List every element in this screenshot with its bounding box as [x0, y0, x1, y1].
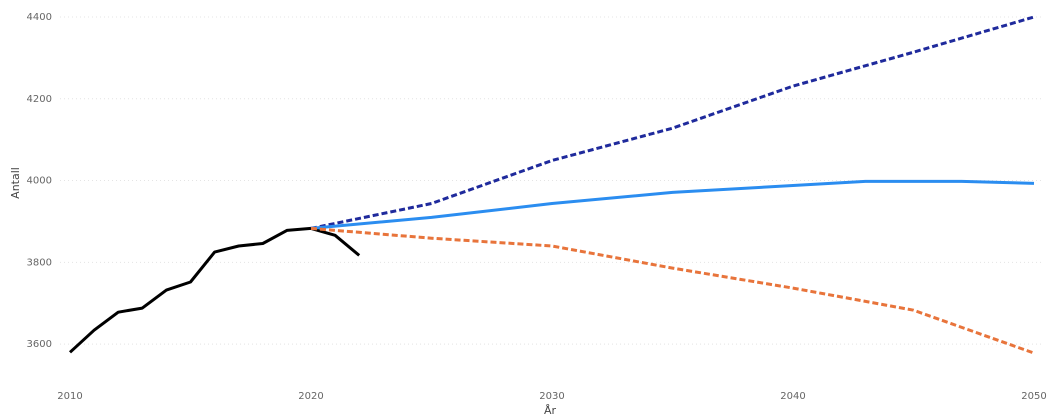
y-tick-label: 3800 [27, 257, 52, 268]
x-tick-label: 2010 [57, 391, 82, 402]
x-axis-title: År [544, 404, 557, 417]
series-line [310, 226, 1035, 355]
series-line [310, 179, 1035, 230]
y-axis-title: Antall [9, 167, 22, 199]
x-tick-label: 2050 [1021, 391, 1046, 402]
series-line [68, 226, 361, 354]
x-tick-label: 2040 [780, 391, 805, 402]
series-line [310, 15, 1035, 230]
y-tick-label: 4000 [27, 176, 52, 187]
y-tick-label: 4200 [27, 94, 52, 105]
x-tick-label: 2020 [298, 391, 323, 402]
y-tick-label: 4400 [27, 12, 52, 23]
x-tick-label: 2030 [539, 391, 564, 402]
y-tick-label: 3600 [27, 339, 52, 350]
